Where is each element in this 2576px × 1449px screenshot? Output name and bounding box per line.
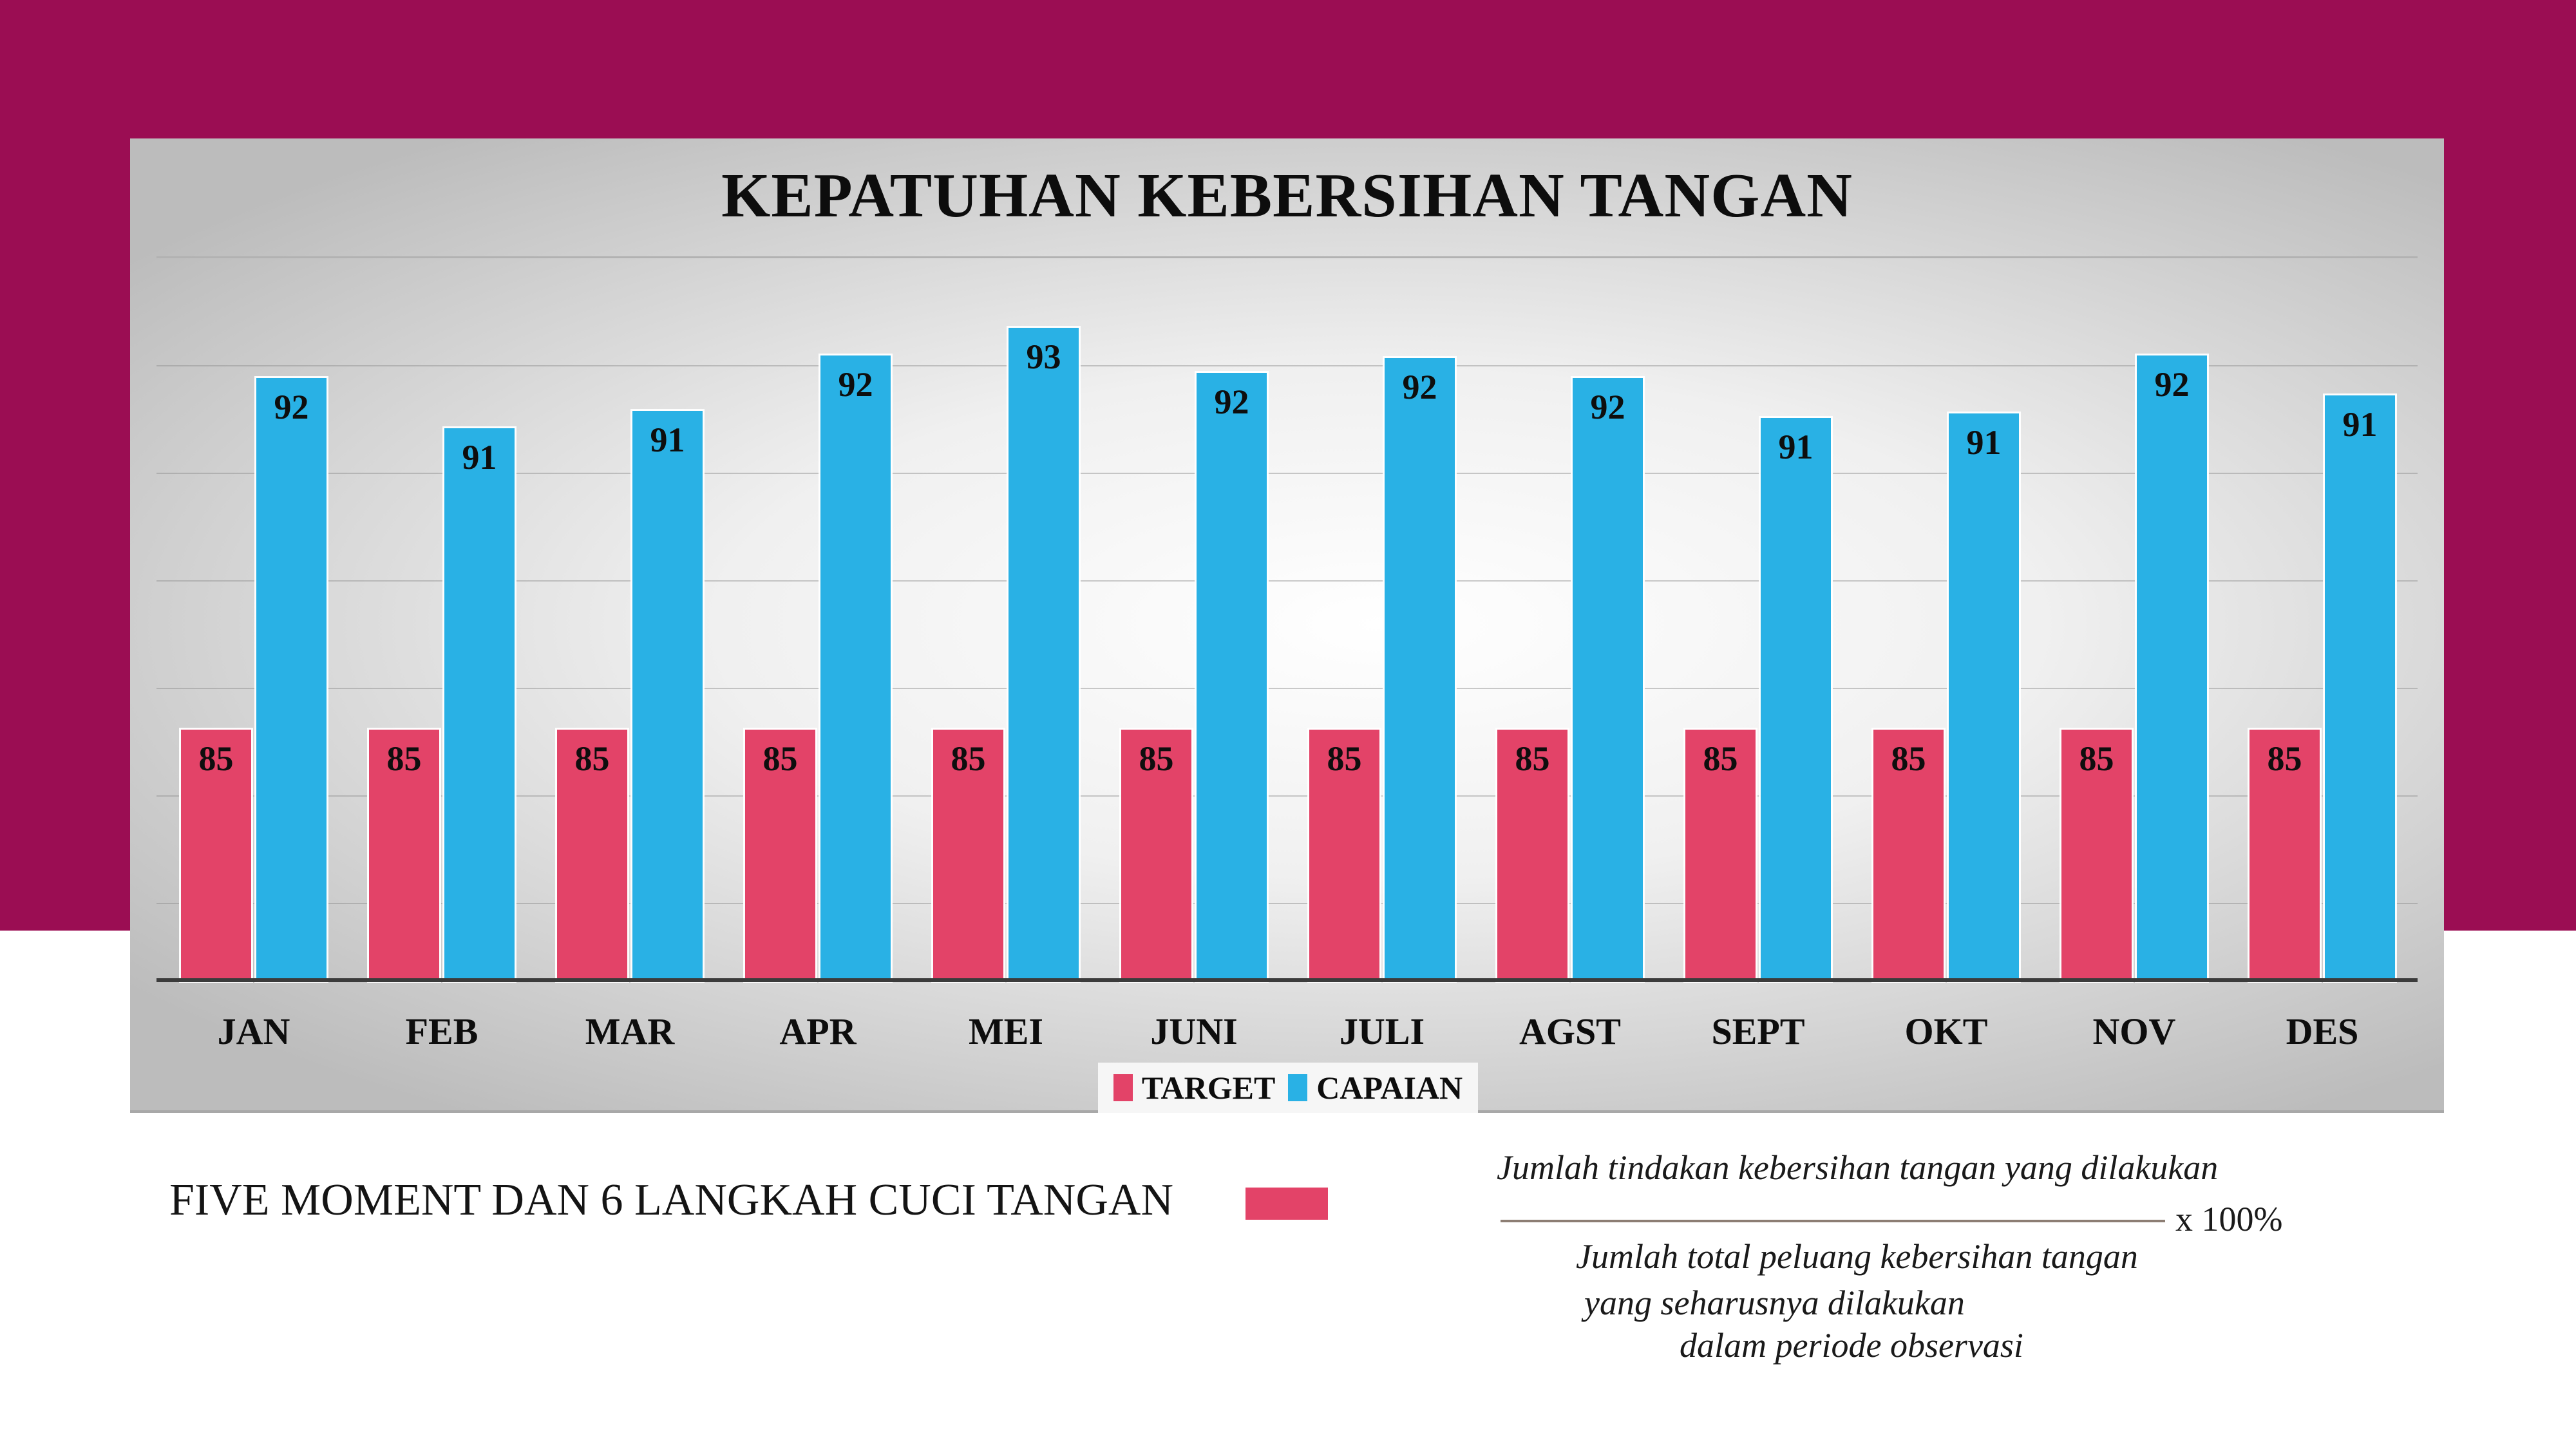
bar-value-label: 85	[1703, 739, 1738, 778]
target-bar: 85	[1119, 728, 1193, 983]
formula-multiplier: x 100%	[2175, 1200, 2283, 1238]
gridline	[156, 473, 2418, 474]
target-swatch-icon	[1113, 1074, 1133, 1101]
bar-value-label: 91	[462, 438, 497, 477]
capaian-bar: 92	[819, 354, 893, 983]
target-bar: 85	[931, 728, 1005, 983]
chart-title: KEPATUHAN KEBERSIHAN TANGAN	[721, 161, 1853, 231]
bar-value-label: 85	[1891, 739, 1926, 778]
footer-target-swatch-icon	[1245, 1188, 1328, 1220]
bar-value-label: 91	[1966, 423, 2002, 462]
target-bar: 85	[1307, 728, 1381, 983]
bar-value-label: 85	[951, 739, 986, 778]
target-bar: 85	[1871, 728, 1946, 983]
chart-panel	[130, 138, 2444, 1113]
capaian-bar: 91	[442, 426, 516, 983]
bar-value-label: 92	[274, 388, 309, 426]
target-bar: 85	[367, 728, 441, 983]
capaian-bar: 93	[1007, 326, 1081, 983]
bar-value-label: 85	[386, 739, 422, 778]
month-label: AGST	[1519, 1010, 1621, 1052]
capaian-bar: 91	[1947, 412, 2021, 983]
month-label: MAR	[585, 1010, 675, 1052]
bar-value-label: 92	[1402, 368, 1437, 406]
bar-value-label: 85	[2079, 739, 2114, 778]
month-label: FEB	[405, 1010, 478, 1052]
bar-value-label: 92	[1590, 388, 1625, 426]
formula-denominator-line-3: dalam periode observasi	[1680, 1326, 2023, 1365]
legend-item-target: TARGET	[1113, 1069, 1275, 1106]
month-label: SEPT	[1711, 1010, 1805, 1052]
capaian-swatch-icon	[1288, 1074, 1308, 1101]
gridline	[156, 365, 2418, 366]
gridline	[156, 795, 2418, 797]
month-label: MEI	[969, 1010, 1043, 1052]
capaian-bar: 92	[254, 376, 328, 983]
bar-value-label: 85	[1139, 739, 1174, 778]
month-label: DES	[2286, 1010, 2359, 1052]
bar-value-label: 92	[838, 365, 873, 404]
bar-value-label: 85	[762, 739, 798, 778]
gridline	[156, 580, 2418, 582]
capaian-bar: 92	[1383, 356, 1457, 983]
bar-value-label: 91	[1778, 428, 1814, 466]
footer-caption: FIVE MOMENT DAN 6 LANGKAH CUCI TANGAN	[169, 1175, 1174, 1225]
target-bar: 85	[1495, 728, 1569, 983]
legend-item-capaian: CAPAIAN	[1288, 1069, 1463, 1106]
capaian-bar: 91	[2323, 393, 2397, 983]
chart-legend: TARGET CAPAIAN	[1098, 1063, 1478, 1113]
month-label: OKT	[1904, 1010, 1988, 1052]
bar-value-label: 92	[1214, 383, 1249, 421]
gridline	[156, 903, 2418, 904]
capaian-bar: 92	[1195, 371, 1269, 983]
target-bar: 85	[555, 728, 629, 983]
bar-value-label: 85	[1515, 739, 1550, 778]
target-bar: 85	[2248, 728, 2322, 983]
legend-label-capaian: CAPAIAN	[1316, 1070, 1463, 1106]
bar-value-label: 85	[198, 739, 234, 778]
formula-numerator: Jumlah tindakan kebersihan tangan yang d…	[1497, 1148, 2219, 1187]
capaian-bar: 92	[2135, 354, 2209, 983]
bar-value-label: 91	[2342, 405, 2378, 444]
target-bar: 85	[1683, 728, 1757, 983]
formula-denominator-line-2: yang seharusnya dilakukan	[1584, 1283, 1965, 1322]
formula-fraction-line	[1501, 1220, 2165, 1222]
gridline	[156, 688, 2418, 689]
capaian-bar: 91	[1759, 416, 1833, 983]
month-label: NOV	[2092, 1010, 2176, 1052]
bar-value-label: 85	[574, 739, 610, 778]
capaian-bar: 92	[1571, 376, 1645, 983]
target-bar: 85	[2060, 728, 2134, 983]
bar-value-label: 85	[1327, 739, 1362, 778]
bar-value-label: 85	[2267, 739, 2302, 778]
capaian-bar: 91	[630, 409, 705, 983]
bar-value-label: 93	[1026, 337, 1061, 376]
month-label: JULI	[1339, 1010, 1425, 1052]
bar-value-label: 92	[2154, 365, 2190, 404]
bar-value-label: 91	[650, 421, 685, 459]
target-bar: 85	[179, 728, 253, 983]
legend-label-target: TARGET	[1141, 1070, 1276, 1106]
target-bar: 85	[743, 728, 817, 983]
month-label: APR	[779, 1010, 857, 1052]
title-divider-line	[156, 256, 2418, 258]
month-label: JAN	[217, 1010, 290, 1052]
formula-denominator-line-1: Jumlah total peluang kebersihan tangan	[1576, 1237, 2138, 1276]
month-label: JUNI	[1150, 1010, 1238, 1052]
x-axis-line	[156, 978, 2418, 982]
